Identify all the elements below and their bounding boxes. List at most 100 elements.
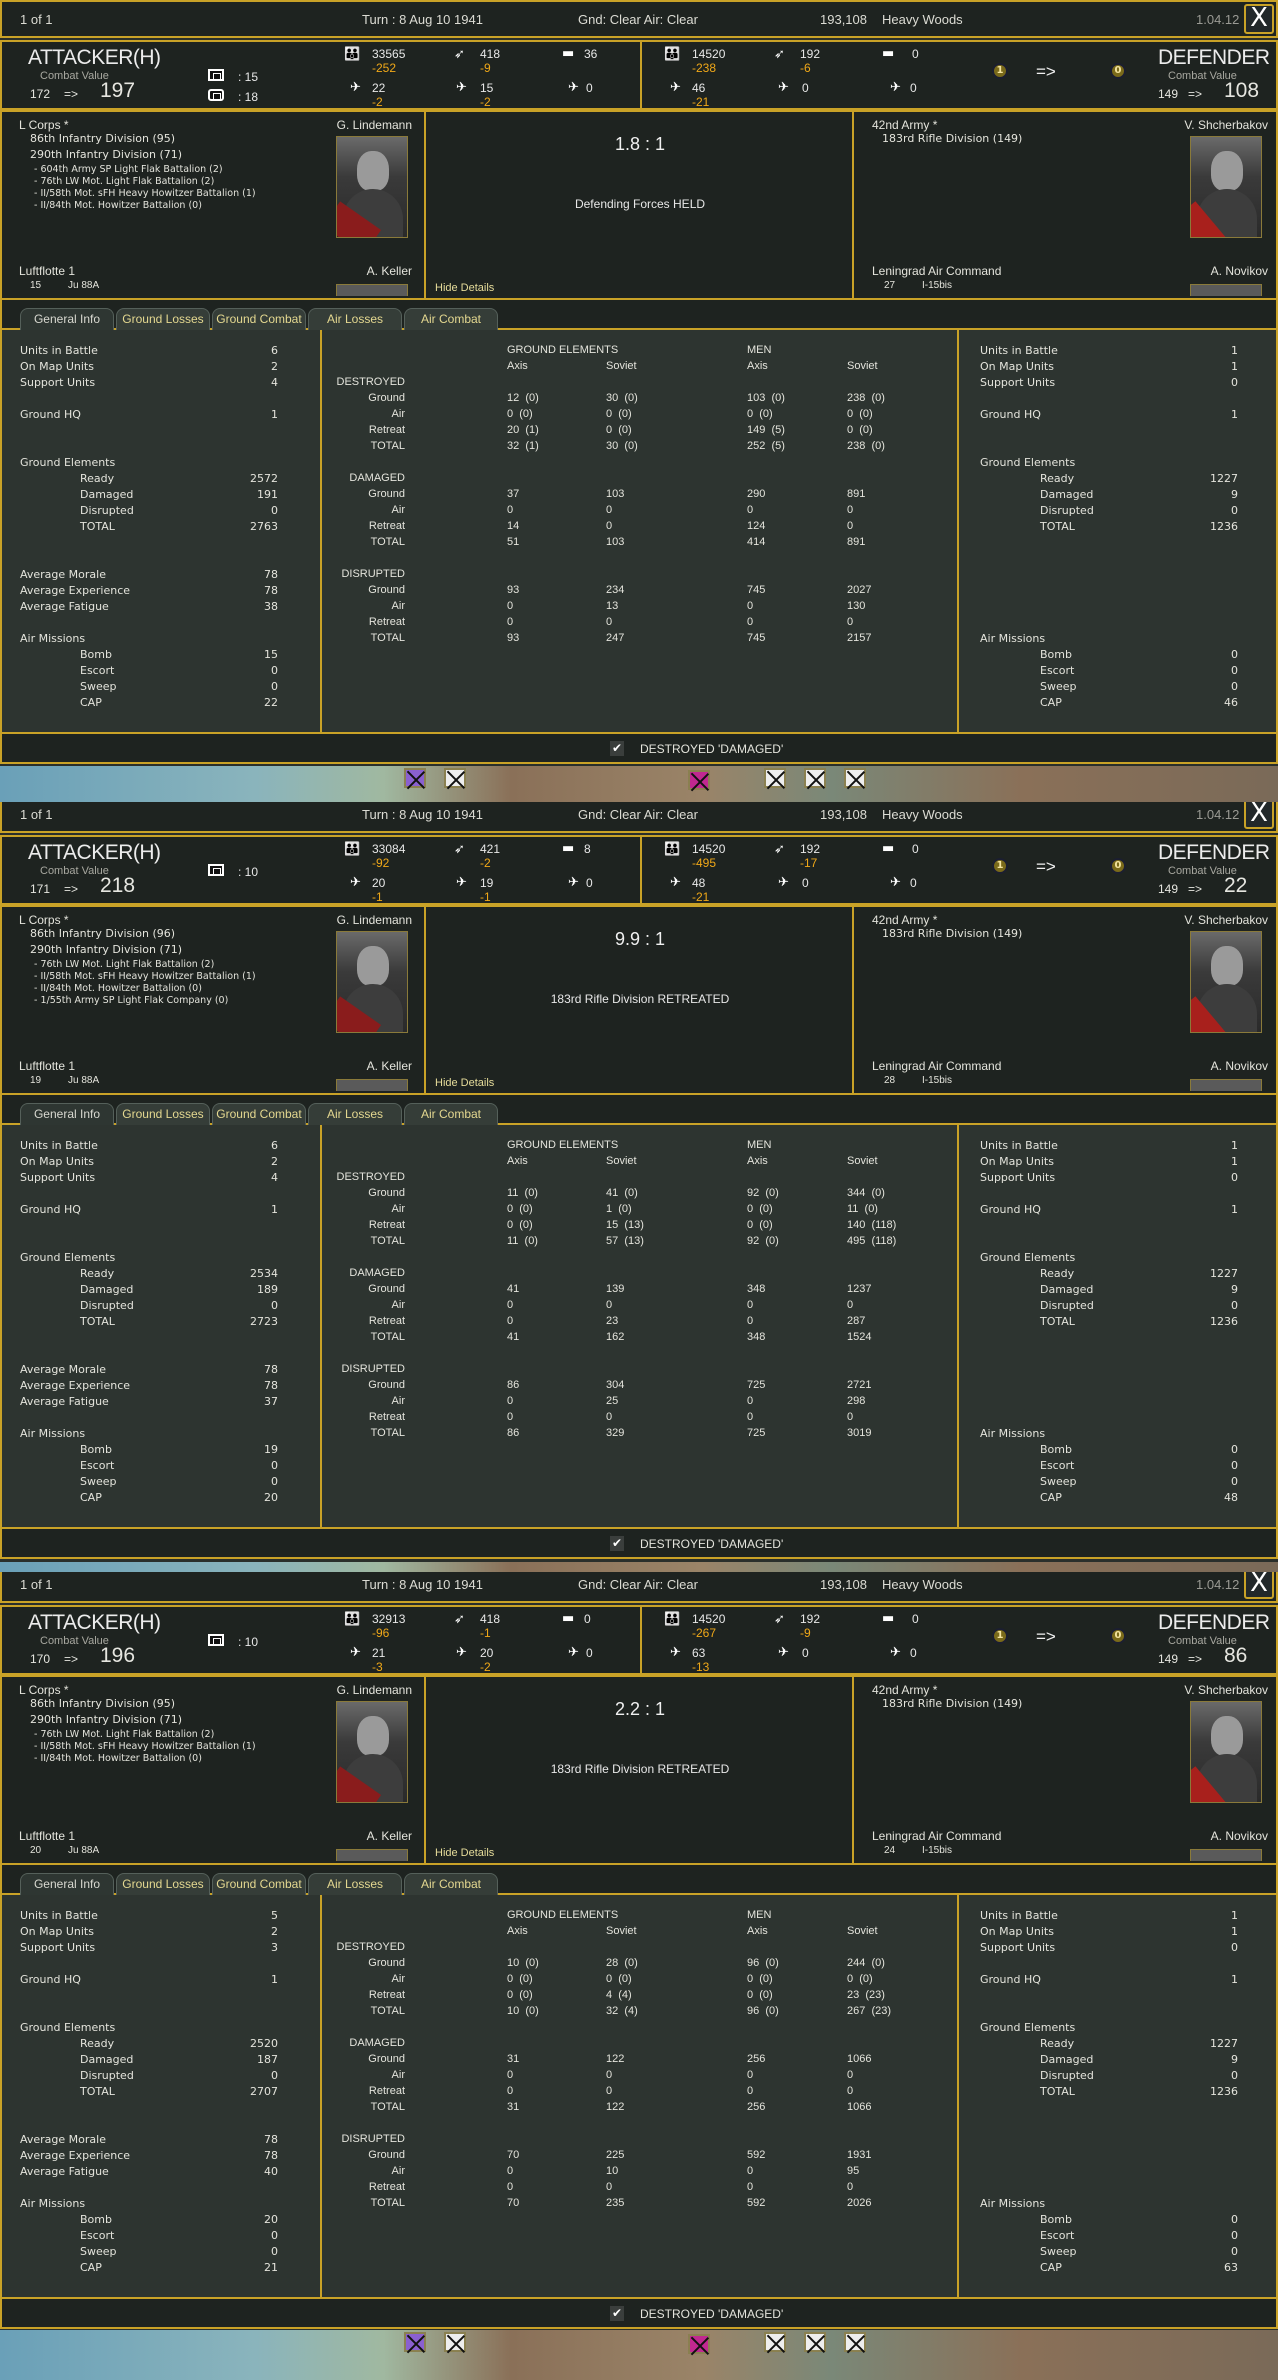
tab-ground-losses[interactable]: Ground Losses <box>116 308 210 330</box>
attacker-leader-portrait[interactable] <box>336 1701 408 1803</box>
hide-details-link[interactable]: Hide Details <box>435 1847 495 1859</box>
row-label-retreat: Retreat <box>368 1315 405 1327</box>
attacker-hq[interactable]: L Corps * <box>19 118 69 132</box>
att-info-value-ground_hq: 1 <box>271 408 278 421</box>
hide-details-link[interactable]: Hide Details <box>435 1077 495 1089</box>
attacker-air-type: Ju 88A <box>68 1845 100 1856</box>
att-info-value-total: 2707 <box>250 2085 278 2098</box>
defender-air-hq[interactable]: Leningrad Air Command <box>872 1059 1002 1073</box>
unit-counter[interactable] <box>764 768 786 788</box>
row-label-air: Air <box>391 1299 405 1311</box>
combat-summary: ATTACKER(H) Combat Value 172 => 197 : 15… <box>0 40 1278 110</box>
defender-leader-portrait[interactable] <box>1190 136 1262 238</box>
attacker-leader-portrait[interactable] <box>336 136 408 238</box>
attacker-leader-portrait[interactable] <box>336 931 408 1033</box>
tab-general-info[interactable]: General Info <box>20 1103 114 1125</box>
unit-counter[interactable] <box>404 2332 426 2352</box>
tab-air-losses[interactable]: Air Losses <box>308 1873 402 1895</box>
fortification-icon <box>208 864 224 876</box>
att-info-label-escort: Escort <box>80 2229 115 2242</box>
tab-ground-combat[interactable]: Ground Combat <box>212 1103 306 1125</box>
attacker-air-hq[interactable]: Luftflotte 1 <box>19 264 76 278</box>
loss-cell: 287 <box>847 1315 866 1327</box>
def-info-value-total: 1236 <box>1210 1315 1238 1328</box>
defender-air-leader-portrait[interactable] <box>1190 1079 1262 1091</box>
defender-cv-initial: 149 <box>1158 87 1179 101</box>
tab-air-combat[interactable]: Air Combat <box>404 1103 498 1125</box>
defender-air-hq[interactable]: Leningrad Air Command <box>872 264 1002 278</box>
unit-counter[interactable] <box>444 2332 466 2352</box>
close-button[interactable]: X <box>1244 1569 1274 1599</box>
map-strip[interactable] <box>0 2330 1278 2380</box>
defender-cv-final: 86 <box>1224 1644 1248 1667</box>
combat-odds: 2.2 : 1 <box>614 1699 666 1719</box>
close-button[interactable]: X <box>1244 799 1274 829</box>
loss-cell: 4 (4) <box>606 1989 632 2001</box>
unit-counter[interactable] <box>844 2332 866 2352</box>
tab-air-losses[interactable]: Air Losses <box>308 1103 402 1125</box>
defender-air-hq[interactable]: Leningrad Air Command <box>872 1829 1002 1843</box>
map-strip[interactable] <box>0 1562 1278 1572</box>
attacker-hq[interactable]: L Corps * <box>19 913 69 927</box>
attacker-hq[interactable]: L Corps * <box>19 1683 69 1697</box>
loss-cell: 0 (0) <box>747 1973 773 1985</box>
defender-forces-pane: 42nd Army * 183rd Rifle Division (149) V… <box>856 907 1276 1093</box>
ge-header: GROUND ELEMENTS <box>507 344 619 356</box>
attacker-guns-loss: -2 <box>480 856 491 870</box>
def-info-label-units_in_battle: Units in Battle <box>980 1909 1058 1922</box>
tab-general-info[interactable]: General Info <box>20 1873 114 1895</box>
column-header-soviet: Soviet <box>606 360 637 372</box>
destroyed-damaged-checkbox[interactable]: ✔ <box>610 1536 624 1551</box>
defender-air-leader-portrait[interactable] <box>1190 284 1262 296</box>
att-info-value-ready: 2520 <box>250 2037 278 2050</box>
defender-leader-portrait[interactable] <box>1190 931 1262 1033</box>
unit-counter[interactable] <box>688 770 710 790</box>
unit-counter[interactable] <box>844 768 866 788</box>
unit-counter[interactable] <box>404 768 426 788</box>
map-strip[interactable] <box>0 766 1278 802</box>
hide-details-link[interactable]: Hide Details <box>435 282 495 294</box>
unit-counter[interactable] <box>444 768 466 788</box>
attacker-air-count: 19 <box>30 1075 42 1086</box>
tab-ground-combat[interactable]: Ground Combat <box>212 308 306 330</box>
unit-counter[interactable] <box>804 2332 826 2352</box>
unit-counter[interactable] <box>764 2332 786 2352</box>
att-info-value-cap: 22 <box>264 696 278 709</box>
destroyed-damaged-checkbox[interactable]: ✔ <box>610 741 624 756</box>
loss-cell: 891 <box>847 488 866 500</box>
attacker-air-hq[interactable]: Luftflotte 1 <box>19 1829 76 1843</box>
tab-ground-losses[interactable]: Ground Losses <box>116 1873 210 1895</box>
tab-ground-losses[interactable]: Ground Losses <box>116 1103 210 1125</box>
loss-cell: 235 <box>606 2197 625 2209</box>
defender-hq[interactable]: 42nd Army * <box>872 913 938 927</box>
tab-air-combat[interactable]: Air Combat <box>404 308 498 330</box>
defender-air-leader-portrait[interactable] <box>1190 1849 1262 1861</box>
loss-cell: 0 <box>507 1411 514 1423</box>
attacker-air-leader-portrait[interactable] <box>336 1079 408 1091</box>
loss-cell: 252 (5) <box>747 440 785 452</box>
unit-counter[interactable] <box>804 768 826 788</box>
loss-cell: 0 <box>847 1411 854 1423</box>
combat-result-pane: 2.2 : 1 183rd Rifle Division RETREATED H… <box>428 1677 854 1863</box>
defender-hq[interactable]: 42nd Army * <box>872 1683 938 1697</box>
column-header-axis: Axis <box>507 1155 528 1167</box>
loss-cell: 348 <box>747 1331 766 1343</box>
attacker-air-hq[interactable]: Luftflotte 1 <box>19 1059 76 1073</box>
close-button[interactable]: X <box>1244 4 1274 34</box>
tab-general-info[interactable]: General Info <box>20 308 114 330</box>
loss-cell: 23 (23) <box>847 1989 885 2001</box>
tab-air-combat[interactable]: Air Combat <box>404 1873 498 1895</box>
section-damaged: DAMAGED <box>349 2037 405 2049</box>
version: 1.04.12 <box>1196 807 1240 822</box>
tab-air-losses[interactable]: Air Losses <box>308 308 402 330</box>
att-info-value-bomb: 15 <box>264 648 278 661</box>
attacker-air-leader-portrait[interactable] <box>336 284 408 296</box>
defender-hq[interactable]: 42nd Army * <box>872 118 938 132</box>
defender-leader-portrait[interactable] <box>1190 1701 1262 1803</box>
def-info-value-units_in_battle: 1 <box>1231 344 1238 357</box>
tab-ground-combat[interactable]: Ground Combat <box>212 1873 306 1895</box>
destroyed-damaged-checkbox[interactable]: ✔ <box>610 2306 624 2321</box>
att-info-value-experience: 78 <box>264 584 278 597</box>
attacker-air-leader-portrait[interactable] <box>336 1849 408 1861</box>
unit-counter[interactable] <box>688 2334 710 2354</box>
